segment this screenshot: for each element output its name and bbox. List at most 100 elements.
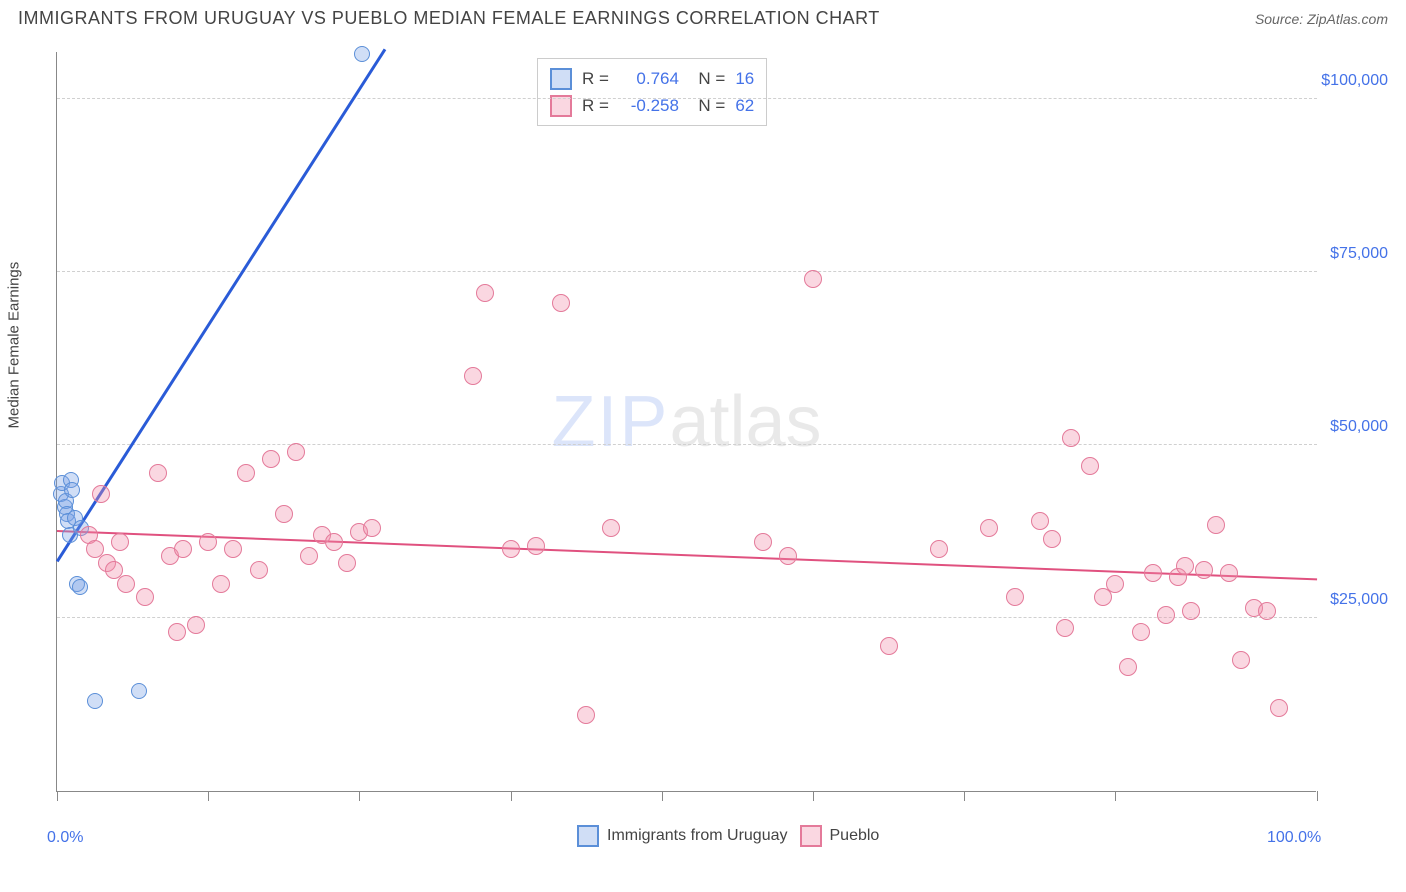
y-tick-label: $100,000 <box>1318 72 1388 90</box>
y-tick-label: $75,000 <box>1318 245 1388 263</box>
legend-swatch-icon <box>577 825 599 847</box>
data-point <box>1220 564 1238 582</box>
data-point <box>779 547 797 565</box>
data-point <box>72 579 88 595</box>
x-tick-label: 100.0% <box>1267 829 1321 847</box>
data-point <box>527 537 545 555</box>
data-point <box>880 637 898 655</box>
data-point <box>174 540 192 558</box>
legend-n-label: N = <box>689 65 725 92</box>
data-point <box>476 284 494 302</box>
data-point <box>117 575 135 593</box>
legend-n-value-uruguay: 16 <box>735 65 754 92</box>
data-point <box>1106 575 1124 593</box>
data-point <box>168 623 186 641</box>
data-point <box>1094 588 1112 606</box>
data-point <box>92 485 110 503</box>
legend-n-label: N = <box>689 92 725 119</box>
data-point <box>980 519 998 537</box>
data-point <box>187 616 205 634</box>
x-tick <box>57 791 58 801</box>
data-point <box>1062 429 1080 447</box>
data-point <box>64 482 80 498</box>
legend-correlation: R = 0.764 N = 16 R = -0.258 N = 62 <box>537 58 767 126</box>
data-point <box>502 540 520 558</box>
data-point <box>804 270 822 288</box>
data-point <box>1207 516 1225 534</box>
data-point <box>87 693 103 709</box>
data-point <box>149 464 167 482</box>
legend-swatch-icon <box>800 825 822 847</box>
gridline <box>57 444 1317 445</box>
data-point <box>1132 623 1150 641</box>
data-point <box>363 519 381 537</box>
data-point <box>111 533 129 551</box>
legend-row-uruguay: R = 0.764 N = 16 <box>550 65 754 92</box>
data-point <box>930 540 948 558</box>
y-tick-label: $50,000 <box>1318 418 1388 436</box>
legend-r-label: R = <box>582 65 609 92</box>
source-label: Source: ZipAtlas.com <box>1255 11 1388 27</box>
data-point <box>287 443 305 461</box>
data-point <box>300 547 318 565</box>
legend-label-uruguay: Immigrants from Uruguay <box>607 827 788 845</box>
watermark-atlas: atlas <box>669 382 821 462</box>
data-point <box>1195 561 1213 579</box>
data-point <box>1144 564 1162 582</box>
y-tick-label: $25,000 <box>1318 591 1388 609</box>
chart-container: ZIPatlas R = 0.764 N = 16 R = -0.258 N =… <box>56 52 1388 834</box>
legend-item-pueblo: Pueblo <box>800 825 880 847</box>
plot-area: ZIPatlas R = 0.764 N = 16 R = -0.258 N =… <box>56 52 1316 792</box>
chart-title: IMMIGRANTS FROM URUGUAY VS PUEBLO MEDIAN… <box>18 8 880 29</box>
data-point <box>602 519 620 537</box>
legend-series: Immigrants from Uruguay Pueblo <box>577 825 879 847</box>
data-point <box>131 683 147 699</box>
data-point <box>250 561 268 579</box>
data-point <box>1258 602 1276 620</box>
data-point <box>1270 699 1288 717</box>
data-point <box>224 540 242 558</box>
legend-n-value-pueblo: 62 <box>735 92 754 119</box>
x-tick-label: 0.0% <box>47 829 83 847</box>
legend-label-pueblo: Pueblo <box>830 827 880 845</box>
x-tick <box>511 791 512 801</box>
legend-swatch-uruguay <box>550 68 572 90</box>
data-point <box>275 505 293 523</box>
gridline <box>57 617 1317 618</box>
watermark-zip: ZIP <box>551 382 669 462</box>
x-tick <box>208 791 209 801</box>
chart-header: IMMIGRANTS FROM URUGUAY VS PUEBLO MEDIAN… <box>0 0 1406 33</box>
data-point <box>1056 619 1074 637</box>
data-point <box>1176 557 1194 575</box>
y-axis-label: Median Female Earnings <box>6 262 23 429</box>
x-tick <box>1317 791 1318 801</box>
data-point <box>1182 602 1200 620</box>
data-point <box>754 533 772 551</box>
data-point <box>325 533 343 551</box>
data-point <box>1232 651 1250 669</box>
data-point <box>338 554 356 572</box>
x-tick <box>1115 791 1116 801</box>
legend-r-value-pueblo: -0.258 <box>619 92 679 119</box>
data-point <box>1081 457 1099 475</box>
data-point <box>464 367 482 385</box>
data-point <box>262 450 280 468</box>
gridline <box>57 98 1317 99</box>
x-tick <box>813 791 814 801</box>
legend-r-value-uruguay: 0.764 <box>619 65 679 92</box>
x-tick <box>662 791 663 801</box>
legend-r-label: R = <box>582 92 609 119</box>
data-point <box>1119 658 1137 676</box>
watermark: ZIPatlas <box>551 381 821 463</box>
gridline <box>57 271 1317 272</box>
data-point <box>237 464 255 482</box>
data-point <box>199 533 217 551</box>
trend-line <box>57 530 1317 580</box>
data-point <box>212 575 230 593</box>
legend-item-uruguay: Immigrants from Uruguay <box>577 825 788 847</box>
legend-row-pueblo: R = -0.258 N = 62 <box>550 92 754 119</box>
x-tick <box>359 791 360 801</box>
data-point <box>1043 530 1061 548</box>
data-point <box>552 294 570 312</box>
data-point <box>1006 588 1024 606</box>
